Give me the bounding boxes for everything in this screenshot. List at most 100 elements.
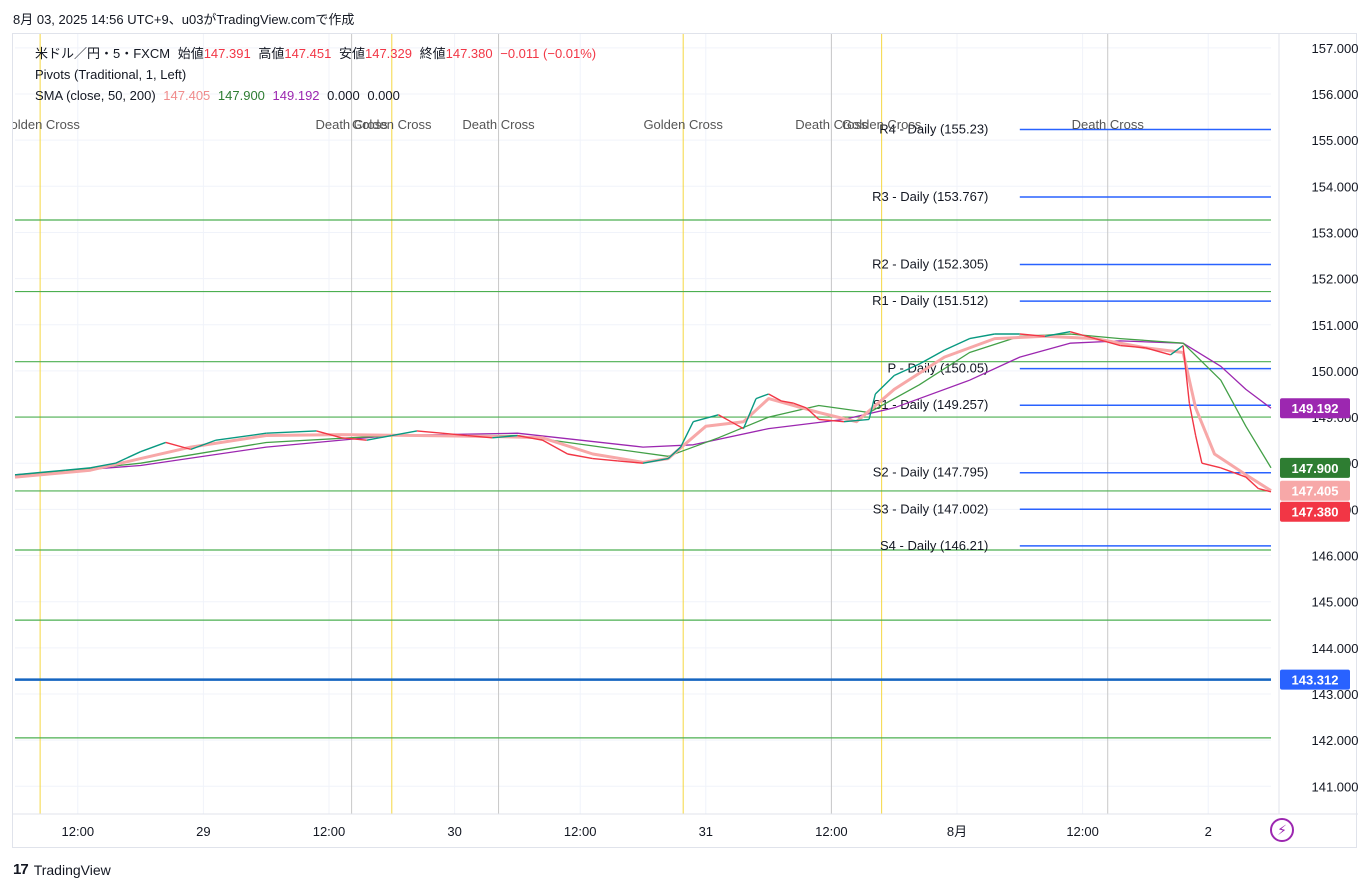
- cross-label: Golden Cross: [643, 117, 723, 132]
- price-segment: [843, 418, 870, 423]
- price-tag-bg: [1280, 457, 1350, 478]
- y-tick-label: 156.000: [1312, 87, 1359, 102]
- price-segment: [944, 337, 970, 351]
- price-segment: [1220, 467, 1234, 474]
- pivot-label: R2 - Daily (152.305): [872, 257, 988, 272]
- price-segment: [1170, 344, 1184, 356]
- price-segment: [441, 432, 468, 437]
- y-tick-label: 151.000: [1312, 318, 1359, 333]
- sma-label: SMA (close, 50, 200): [35, 88, 156, 103]
- x-tick-label: 12:00: [62, 824, 95, 839]
- price-segment: [1188, 403, 1197, 436]
- x-tick-label: 12:00: [564, 824, 597, 839]
- price-tag-label: 143.312: [1292, 673, 1339, 688]
- price-segment: [1233, 471, 1247, 478]
- price-segment: [1194, 435, 1203, 464]
- price-segment: [592, 457, 618, 462]
- x-tick-label: 29: [196, 824, 210, 839]
- sma-value-4: 0.000: [327, 88, 360, 103]
- change-value: −0.011 (−0.01%): [500, 46, 597, 61]
- price-segment: [65, 467, 91, 471]
- price-segment: [1044, 331, 1071, 337]
- price-segment: [742, 398, 757, 429]
- price-segment: [517, 434, 543, 441]
- y-tick-label: 144.000: [1312, 641, 1359, 656]
- pivot-label: P - Daily (150.05): [887, 361, 988, 376]
- price-segment: [14, 471, 41, 476]
- open-value: 147.391: [203, 46, 251, 61]
- pivot-label: S2 - Daily (147.795): [873, 465, 989, 480]
- price-segment: [730, 421, 744, 430]
- sma-fast-line: [14, 334, 1272, 492]
- price-segment: [115, 451, 141, 464]
- price-segment: [793, 402, 807, 409]
- open-label: 始値: [177, 46, 204, 61]
- price-segment: [893, 363, 920, 377]
- pivot-label: R3 - Daily (153.767): [872, 189, 988, 204]
- price-segment: [165, 441, 192, 451]
- footer-brand[interactable]: 17 TradingView: [13, 861, 111, 878]
- price-segment: [1145, 347, 1171, 356]
- price-segment: [1182, 345, 1191, 404]
- price-segment: [542, 439, 568, 455]
- x-tick-label: 31: [699, 824, 713, 839]
- ohlc-legend: 米ドル／円・5・FXCM 始値147.391 高値147.451 安値147.3…: [35, 46, 600, 62]
- sma-value-5: 0.000: [367, 88, 400, 103]
- pivot-label: R4 - Daily (155.23): [879, 122, 988, 137]
- price-segment: [90, 462, 116, 469]
- price-segment: [818, 418, 845, 423]
- x-tick-label: 2: [1205, 824, 1212, 839]
- price-segment: [391, 430, 418, 437]
- symbol-label[interactable]: 米ドル／円・5・FXCM: [35, 46, 171, 61]
- sma-value-1: 147.405: [163, 88, 211, 103]
- lightning-icon[interactable]: ⚡: [1270, 818, 1294, 842]
- cross-label: Death Cross: [1072, 117, 1145, 132]
- y-tick-label: 152.000: [1312, 272, 1359, 287]
- sma-200-line: [14, 340, 1272, 476]
- low-value: 147.329: [364, 46, 412, 61]
- cross-label: Death Cross: [315, 117, 388, 132]
- price-segment: [467, 434, 493, 439]
- x-tick-label: 12:00: [313, 824, 346, 839]
- x-tick-label: 30: [447, 824, 461, 839]
- price-segment: [781, 400, 794, 404]
- price-tag-label: 149.192: [1292, 401, 1339, 416]
- price-segment: [366, 434, 392, 441]
- price-segment: [617, 460, 644, 464]
- price-tag-bg: [1280, 398, 1350, 419]
- price-segment: [1019, 333, 1045, 338]
- price-segment: [874, 375, 895, 395]
- chart-area[interactable]: R4 - Daily (155.23) R3 - Daily (153.767) R…: [12, 33, 1358, 849]
- sma-value-3: 149.192: [272, 88, 320, 103]
- price-segment: [266, 430, 317, 434]
- high-value: 147.451: [284, 46, 332, 61]
- price-segment: [1245, 476, 1259, 490]
- cross-label: Golden Cross: [13, 117, 80, 132]
- sma-legend[interactable]: SMA (close, 50, 200) 147.405 147.900 149…: [35, 88, 404, 104]
- y-tick-label: 157.000: [1312, 41, 1359, 56]
- price-segment: [341, 437, 367, 441]
- price-segment: [642, 457, 669, 464]
- price-segment: [492, 434, 518, 439]
- sma-value-2: 147.900: [217, 88, 265, 103]
- x-tick-label: 12:00: [815, 824, 848, 839]
- y-tick-label: 153.000: [1312, 225, 1359, 240]
- chart-caption: 8月 03, 2025 14:56 UTC+9、u03がTradingView.…: [13, 12, 355, 27]
- price-tag-label: 147.380: [1292, 505, 1339, 520]
- y-tick-label: 146.000: [1312, 549, 1359, 564]
- price-segment: [1258, 487, 1272, 493]
- pivot-label: S4 - Daily (146.21): [880, 538, 988, 553]
- brand-name: TradingView: [33, 861, 111, 878]
- price-segment: [768, 393, 782, 402]
- price-segment: [190, 439, 217, 451]
- low-label: 安値: [338, 46, 365, 61]
- pivots-legend[interactable]: Pivots (Traditional, 1, Left): [35, 67, 190, 83]
- chart-svg[interactable]: R4 - Daily (155.23) R3 - Daily (153.767) R…: [13, 34, 1358, 849]
- price-segment: [140, 441, 166, 453]
- price-segment: [40, 469, 66, 474]
- price-segment: [1094, 337, 1121, 347]
- y-tick-label: 141.000: [1312, 779, 1359, 794]
- price-segment: [718, 414, 732, 423]
- pivot-label: S3 - Daily (147.002): [873, 501, 989, 516]
- close-value: 147.380: [445, 46, 493, 61]
